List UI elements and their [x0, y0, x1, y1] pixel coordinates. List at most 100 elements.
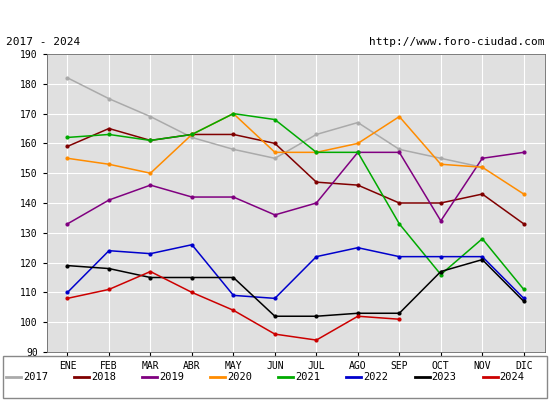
2019 — [230, 195, 236, 200]
2022 — [437, 254, 444, 259]
2022 — [64, 290, 71, 295]
2020 — [64, 156, 71, 161]
Text: 2017: 2017 — [23, 372, 48, 382]
2018 — [313, 180, 320, 184]
2023 — [189, 275, 195, 280]
2022 — [272, 296, 278, 301]
Text: 2020: 2020 — [227, 372, 252, 382]
2023 — [64, 263, 71, 268]
2019 — [272, 212, 278, 217]
2024 — [189, 290, 195, 295]
2018 — [396, 201, 403, 206]
2024 — [396, 317, 403, 322]
2021 — [313, 150, 320, 155]
Line: 2024: 2024 — [66, 270, 401, 342]
2020 — [313, 150, 320, 155]
2018 — [272, 141, 278, 146]
Text: 2019: 2019 — [160, 372, 184, 382]
2022 — [106, 248, 112, 253]
2019 — [520, 150, 527, 155]
2017 — [189, 135, 195, 140]
2024 — [230, 308, 236, 313]
2023 — [147, 275, 154, 280]
2018 — [64, 144, 71, 149]
2024 — [64, 296, 71, 301]
2022 — [313, 254, 320, 259]
Text: 2021: 2021 — [295, 372, 321, 382]
2020 — [230, 111, 236, 116]
2024 — [272, 332, 278, 336]
2019 — [64, 222, 71, 226]
Text: 2022: 2022 — [364, 372, 388, 382]
2017 — [479, 165, 486, 170]
2024 — [313, 338, 320, 342]
2018 — [189, 132, 195, 137]
2021 — [230, 111, 236, 116]
2023 — [106, 266, 112, 271]
2023 — [520, 299, 527, 304]
2023 — [355, 311, 361, 316]
2020 — [189, 132, 195, 137]
2019 — [437, 218, 444, 223]
2017 — [396, 147, 403, 152]
2020 — [272, 150, 278, 155]
2021 — [189, 132, 195, 137]
2018 — [437, 201, 444, 206]
2023 — [396, 311, 403, 316]
Line: 2017: 2017 — [66, 76, 483, 169]
2019 — [396, 150, 403, 155]
2017 — [313, 132, 320, 137]
2019 — [147, 183, 154, 188]
2018 — [479, 192, 486, 196]
2018 — [230, 132, 236, 137]
2023 — [437, 269, 444, 274]
2020 — [355, 141, 361, 146]
Text: http://www.foro-ciudad.com: http://www.foro-ciudad.com — [369, 37, 544, 47]
2021 — [396, 222, 403, 226]
2017 — [230, 147, 236, 152]
2021 — [355, 150, 361, 155]
2020 — [479, 165, 486, 170]
2022 — [355, 245, 361, 250]
2017 — [64, 76, 71, 80]
2017 — [272, 156, 278, 161]
2020 — [106, 162, 112, 167]
2019 — [355, 150, 361, 155]
2018 — [520, 222, 527, 226]
2019 — [106, 198, 112, 202]
2024 — [147, 269, 154, 274]
2022 — [396, 254, 403, 259]
2021 — [479, 236, 486, 241]
2021 — [147, 138, 154, 143]
Text: 2024: 2024 — [499, 372, 525, 382]
2024 — [355, 314, 361, 319]
Line: 2023: 2023 — [66, 258, 525, 318]
2017 — [106, 96, 112, 101]
Line: 2022: 2022 — [66, 243, 525, 300]
2024 — [106, 287, 112, 292]
Text: 2018: 2018 — [91, 372, 116, 382]
2018 — [355, 183, 361, 188]
2021 — [437, 272, 444, 277]
2022 — [189, 242, 195, 247]
2020 — [520, 192, 527, 196]
2023 — [230, 275, 236, 280]
Text: Evolucion del paro registrado en Fuentealbilla: Evolucion del paro registrado en Fuentea… — [82, 8, 468, 22]
2018 — [106, 126, 112, 131]
2022 — [479, 254, 486, 259]
Text: 2017 - 2024: 2017 - 2024 — [6, 37, 80, 47]
2021 — [106, 132, 112, 137]
2018 — [147, 138, 154, 143]
2019 — [189, 195, 195, 200]
2020 — [437, 162, 444, 167]
2022 — [230, 293, 236, 298]
2023 — [272, 314, 278, 319]
2023 — [479, 257, 486, 262]
2021 — [64, 135, 71, 140]
2019 — [479, 156, 486, 161]
Line: 2018: 2018 — [66, 127, 525, 225]
2023 — [313, 314, 320, 319]
2019 — [313, 201, 320, 206]
2017 — [147, 114, 154, 119]
2020 — [396, 114, 403, 119]
